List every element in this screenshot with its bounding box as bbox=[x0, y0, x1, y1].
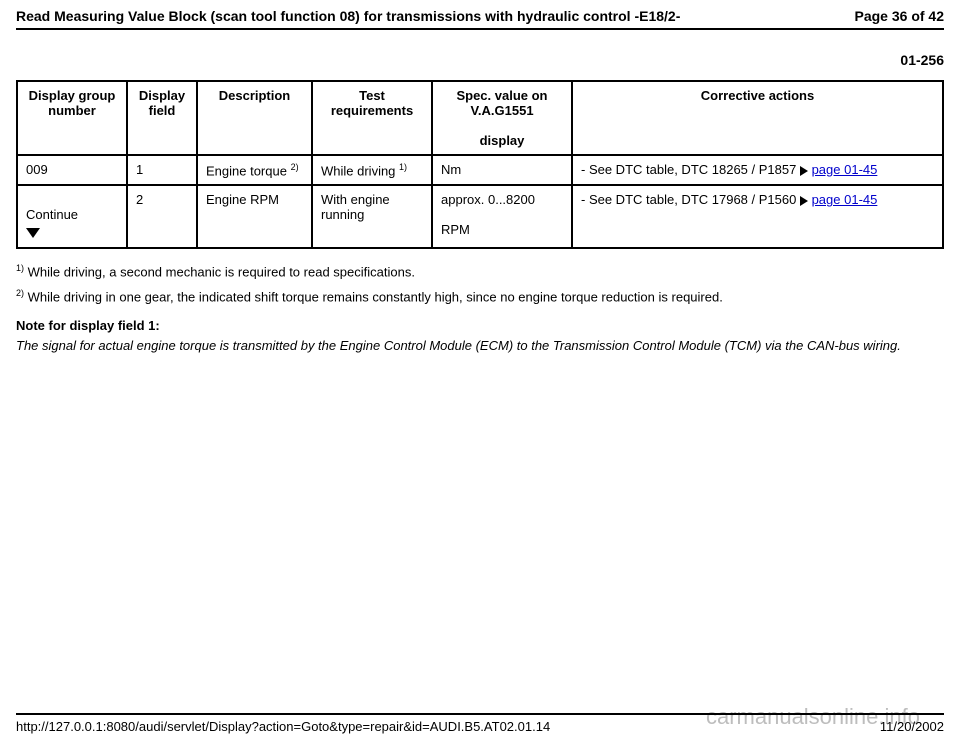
page-link[interactable]: page 01-45 bbox=[812, 162, 878, 177]
test-text: While driving bbox=[321, 163, 395, 178]
spec-header-line2: display bbox=[480, 133, 525, 148]
desc-text: Engine torque bbox=[206, 163, 287, 178]
page-container: Read Measuring Value Block (scan tool fu… bbox=[0, 0, 960, 742]
cell-test: With engine running bbox=[312, 185, 432, 248]
cell-action: - See DTC table, DTC 17968 / P1560 page … bbox=[572, 185, 943, 248]
footnotes: 1) While driving, a second mechanic is r… bbox=[16, 263, 944, 304]
col-header-test: Test requirements bbox=[312, 81, 432, 155]
footnote-1: 1) While driving, a second mechanic is r… bbox=[16, 263, 944, 279]
action-pre: - See DTC table, DTC 17968 / P1560 bbox=[581, 192, 800, 207]
col-header-action: Corrective actions bbox=[572, 81, 943, 155]
spec-header-line1: Spec. value on V.A.G1551 bbox=[456, 88, 547, 118]
cell-group-continue: Continue bbox=[17, 185, 127, 248]
arrow-right-icon bbox=[800, 166, 808, 176]
footnote-2-text: While driving in one gear, the indicated… bbox=[24, 289, 723, 304]
note-body: The signal for actual engine torque is t… bbox=[16, 337, 944, 355]
test-sup: 1) bbox=[399, 162, 407, 172]
col-header-field: Display field bbox=[127, 81, 197, 155]
note-heading: Note for display field 1: bbox=[16, 318, 944, 333]
spec-sub: RPM bbox=[441, 222, 470, 237]
table-row: Continue 2 Engine RPM With engine runnin… bbox=[17, 185, 943, 248]
action-pre: - See DTC table, DTC 18265 / P1857 bbox=[581, 162, 800, 177]
cell-action: - See DTC table, DTC 18265 / P1857 page … bbox=[572, 155, 943, 185]
footnote-1-text: While driving, a second mechanic is requ… bbox=[24, 265, 415, 280]
col-header-desc: Description bbox=[197, 81, 312, 155]
footer-date: 11/20/2002 bbox=[880, 719, 944, 734]
continue-label: Continue bbox=[26, 207, 78, 222]
cell-desc: Engine RPM bbox=[197, 185, 312, 248]
desc-sup: 2) bbox=[291, 162, 299, 172]
arrow-down-icon bbox=[26, 228, 40, 238]
spec-text: approx. 0...8200 bbox=[441, 192, 535, 207]
cell-spec: Nm bbox=[432, 155, 572, 185]
col-header-spec: Spec. value on V.A.G1551 display bbox=[432, 81, 572, 155]
top-header: Read Measuring Value Block (scan tool fu… bbox=[16, 8, 944, 30]
document-title: Read Measuring Value Block (scan tool fu… bbox=[16, 8, 680, 24]
page-number: Page 36 of 42 bbox=[855, 8, 945, 24]
page-link[interactable]: page 01-45 bbox=[812, 192, 878, 207]
cell-spec: approx. 0...8200 RPM bbox=[432, 185, 572, 248]
table-row: 009 1 Engine torque 2) While driving 1) … bbox=[17, 155, 943, 185]
cell-test: While driving 1) bbox=[312, 155, 432, 185]
data-table: Display group number Display field Descr… bbox=[16, 80, 944, 249]
cell-field: 1 bbox=[127, 155, 197, 185]
arrow-right-icon bbox=[800, 196, 808, 206]
cell-group: 009 bbox=[17, 155, 127, 185]
col-header-group: Display group number bbox=[17, 81, 127, 155]
cell-desc: Engine torque 2) bbox=[197, 155, 312, 185]
table-header-row: Display group number Display field Descr… bbox=[17, 81, 943, 155]
cell-field: 2 bbox=[127, 185, 197, 248]
section-number: 01-256 bbox=[16, 52, 944, 68]
footer-url: http://127.0.0.1:8080/audi/servlet/Displ… bbox=[16, 719, 550, 734]
footnote-2: 2) While driving in one gear, the indica… bbox=[16, 288, 944, 304]
footer: http://127.0.0.1:8080/audi/servlet/Displ… bbox=[16, 713, 944, 734]
